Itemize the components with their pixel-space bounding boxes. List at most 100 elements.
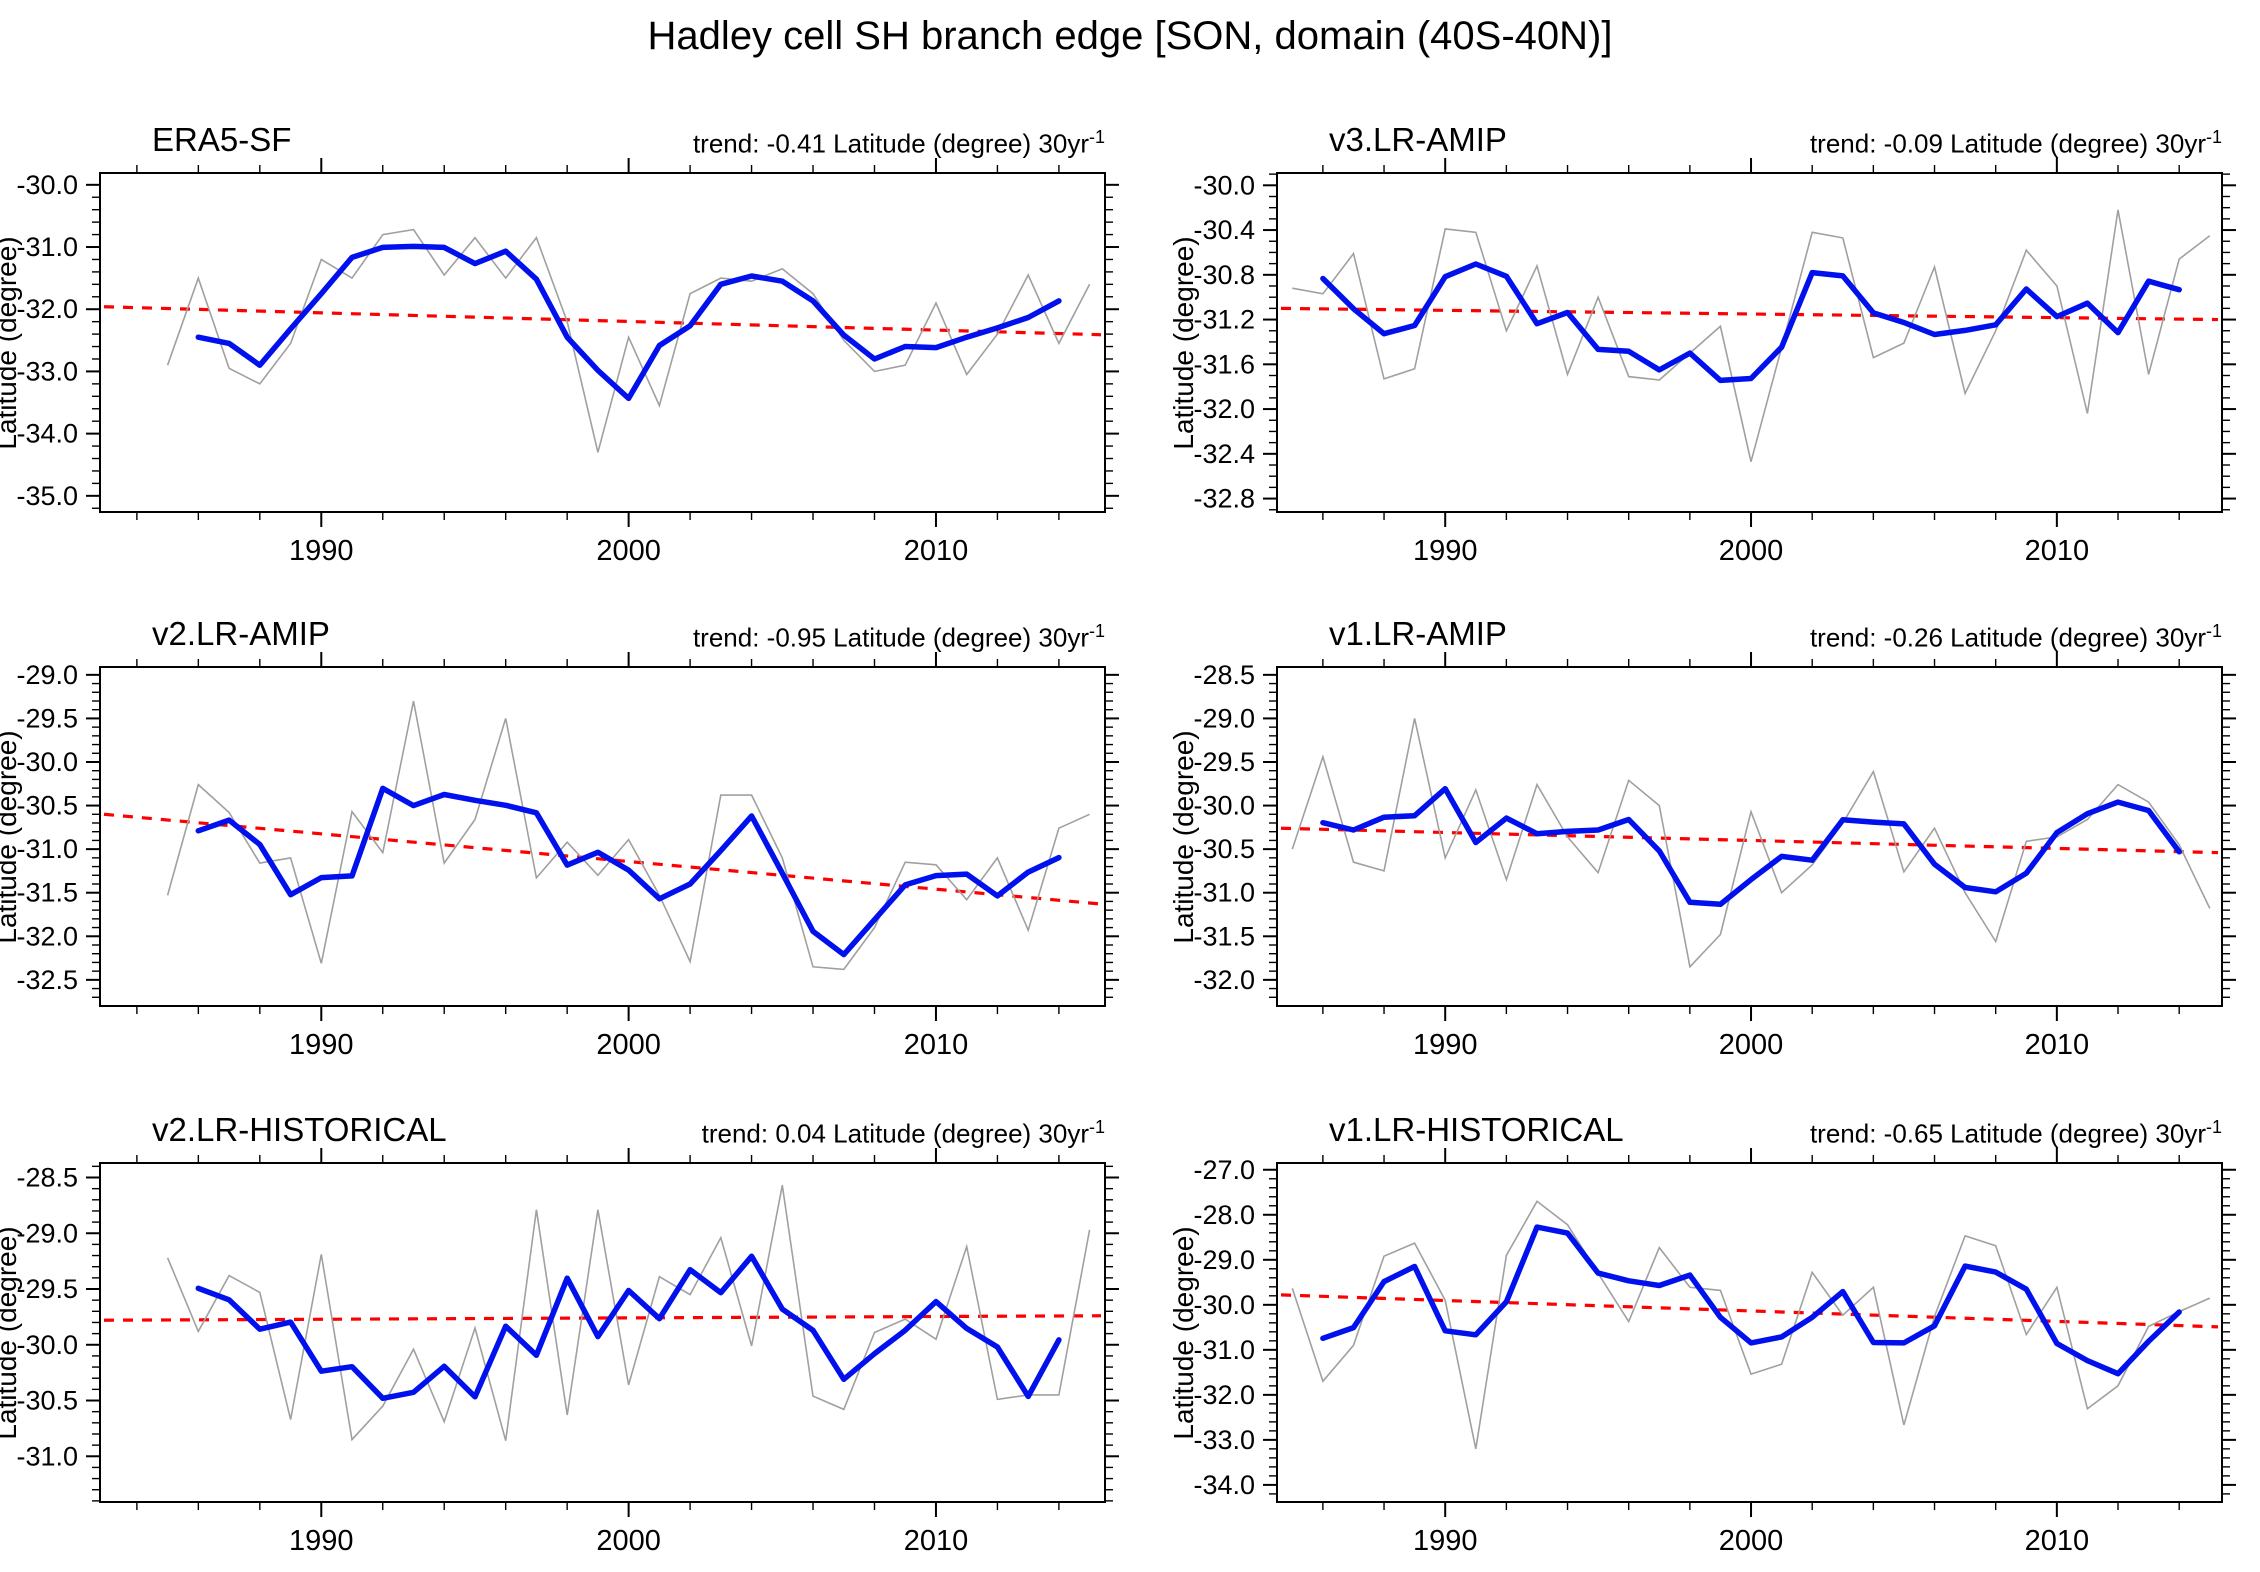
- svg-text:2000: 2000: [596, 1029, 661, 1061]
- panel-trend-era5-sf: trend: -0.41 Latitude (degree) 30yr-1: [692, 127, 1105, 159]
- panel-trend-v2-lr-historical: trend: 0.04 Latitude (degree) 30yr-1: [701, 1117, 1105, 1149]
- plot-area-v2-lr-historical: 1990 2000 2010 -28.5 -29.0 -29.5 -30.0 -30.5 -31…: [16, 1148, 1119, 1557]
- panel-trend-v3-lr-amip: trend: -0.09 Latitude (degree) 30yr-1: [1809, 127, 2222, 159]
- panel-ylabel-v1-lr-amip: Latitude (degree): [1168, 729, 1199, 944]
- panel-ylabel-v1-lr-historical: Latitude (degree): [1168, 1225, 1199, 1440]
- smoothed-series-v2-lr-amip: [195, 785, 1062, 958]
- svg-text:2000: 2000: [596, 535, 661, 567]
- panel-ylabel-v3-lr-amip: Latitude (degree): [1168, 235, 1199, 450]
- svg-text:2010: 2010: [904, 535, 969, 567]
- svg-text:1990: 1990: [1413, 535, 1478, 567]
- svg-text:-32.8: -32.8: [1193, 484, 1255, 514]
- svg-text:-32.0: -32.0: [16, 294, 78, 324]
- svg-text:2000: 2000: [1719, 1029, 1784, 1061]
- panel-title-v1-lr-historical: v1.LR-HISTORICAL: [1329, 1111, 1624, 1148]
- figure-title: Hadley cell SH branch edge [SON, domain …: [647, 14, 1613, 58]
- panel-title-era5-sf: ERA5-SF: [152, 121, 292, 158]
- trend-line-v2-lr-amip: [103, 812, 1102, 906]
- smoothed-series-v1-lr-historical: [1320, 1224, 2182, 1377]
- annual-series-v2-lr-amip: [166, 700, 1090, 971]
- svg-text:2010: 2010: [904, 1525, 969, 1557]
- svg-text:1990: 1990: [1413, 1525, 1478, 1557]
- svg-text:-34.0: -34.0: [16, 419, 78, 449]
- svg-text:-31.0: -31.0: [1193, 878, 1255, 908]
- trend-line-v1-lr-amip: [1280, 826, 2219, 855]
- svg-text:-30.0: -30.0: [16, 170, 78, 200]
- smoothed-series-v2-lr-historical: [195, 1253, 1062, 1402]
- svg-text:-30.0: -30.0: [1193, 791, 1255, 821]
- svg-text:2010: 2010: [2025, 1029, 2090, 1061]
- smoothed-series-era5-sf: [195, 243, 1062, 402]
- trend-line-v1-lr-historical: [1280, 1293, 2219, 1329]
- plot-area-v1-lr-historical: 1990 2000 2010 -27.0 -28.0 -29.0 -30.0 -31.0 -32…: [1193, 1148, 2236, 1557]
- annual-series-v1-lr-amip: [1291, 718, 2211, 969]
- panel-title-v1-lr-amip: v1.LR-AMIP: [1329, 615, 1507, 652]
- annual-series-era5-sf: [166, 228, 1091, 453]
- svg-text:-29.0: -29.0: [16, 660, 78, 690]
- svg-text:-29.0: -29.0: [1193, 1245, 1255, 1275]
- svg-text:-30.0: -30.0: [1193, 1290, 1255, 1320]
- svg-text:-32.5: -32.5: [16, 965, 78, 995]
- svg-text:-30.0: -30.0: [16, 747, 78, 777]
- annual-series-v1-lr-historical: [1291, 1200, 2211, 1450]
- svg-text:-32.0: -32.0: [1193, 394, 1255, 424]
- svg-text:-28.0: -28.0: [1193, 1200, 1255, 1230]
- svg-text:-33.0: -33.0: [16, 356, 78, 386]
- panel-ylabel-v2-lr-amip: Latitude (degree): [0, 729, 22, 944]
- panel-ylabel-v2-lr-historical: Latitude (degree): [0, 1225, 22, 1440]
- annual-series-v3-lr-amip: [1292, 209, 2211, 462]
- svg-text:-32.4: -32.4: [1193, 439, 1255, 469]
- plot-area-era5-sf: 1990 2000 2010 -30.0 -31.0 -32.0 -33.0 -34.0 -35…: [16, 158, 1119, 567]
- svg-text:-30.8: -30.8: [1193, 260, 1255, 290]
- svg-text:-32.0: -32.0: [1193, 965, 1255, 995]
- svg-text:-30.5: -30.5: [16, 1386, 78, 1416]
- svg-text:-32.0: -32.0: [1193, 1380, 1255, 1410]
- smoothed-series-v3-lr-amip: [1320, 261, 2182, 384]
- plot-area-v1-lr-amip: 1990 2000 2010 -28.5 -29.0 -29.5 -30.0 -30.5 -31…: [1193, 652, 2236, 1061]
- svg-text:-33.0: -33.0: [1193, 1425, 1255, 1455]
- plot-area-v3-lr-amip: 1990 2000 2010 -30.0 -30.4 -30.8 -31.2 -31.6 -32…: [1193, 158, 2236, 567]
- svg-text:-27.0: -27.0: [1193, 1155, 1255, 1185]
- svg-text:-30.4: -30.4: [1193, 215, 1255, 245]
- svg-text:-34.0: -34.0: [1193, 1470, 1255, 1500]
- svg-text:2000: 2000: [1719, 1525, 1784, 1557]
- panel-title-v2-lr-amip: v2.LR-AMIP: [152, 615, 330, 652]
- svg-text:2010: 2010: [904, 1029, 969, 1061]
- panel-trend-v1-lr-historical: trend: -0.65 Latitude (degree) 30yr-1: [1809, 1117, 2222, 1149]
- panel-title-v2-lr-historical: v2.LR-HISTORICAL: [152, 1111, 447, 1148]
- svg-text:-31.0: -31.0: [16, 834, 78, 864]
- annual-series-v2-lr-historical: [166, 1185, 1091, 1442]
- trend-line-v3-lr-amip: [1280, 306, 2219, 322]
- svg-text:-29.0: -29.0: [16, 1218, 78, 1248]
- svg-text:2000: 2000: [596, 1525, 661, 1557]
- svg-text:-29.5: -29.5: [16, 1274, 78, 1304]
- svg-text:1990: 1990: [1413, 1029, 1478, 1061]
- svg-text:-31.0: -31.0: [1193, 1335, 1255, 1365]
- svg-text:-31.2: -31.2: [1193, 305, 1255, 335]
- svg-text:2010: 2010: [2025, 535, 2090, 567]
- smoothed-series-v1-lr-amip: [1320, 785, 2182, 908]
- svg-text:-28.5: -28.5: [16, 1162, 78, 1192]
- plot-area-v2-lr-amip: 1990 2000 2010 -29.0 -29.5 -30.0 -30.5 -31.0 -31…: [16, 652, 1119, 1061]
- svg-text:-31.5: -31.5: [16, 878, 78, 908]
- svg-text:-31.5: -31.5: [1193, 921, 1255, 951]
- svg-text:-29.5: -29.5: [1193, 747, 1255, 777]
- svg-text:-35.0: -35.0: [16, 481, 78, 511]
- svg-text:-32.0: -32.0: [16, 921, 78, 951]
- panel-title-v3-lr-amip: v3.LR-AMIP: [1329, 121, 1507, 158]
- svg-text:1990: 1990: [289, 1029, 354, 1061]
- trend-line-era5-sf: [103, 305, 1102, 337]
- svg-text:1990: 1990: [289, 535, 354, 567]
- panel-ylabel-era5-sf: Latitude (degree): [0, 235, 22, 450]
- svg-text:2010: 2010: [2025, 1525, 2090, 1557]
- svg-text:-30.0: -30.0: [16, 1330, 78, 1360]
- panel-trend-v1-lr-amip: trend: -0.26 Latitude (degree) 30yr-1: [1809, 621, 2222, 653]
- trend-line-v2-lr-historical: [103, 1314, 1102, 1322]
- svg-text:-31.0: -31.0: [16, 232, 78, 262]
- svg-text:-30.5: -30.5: [1193, 834, 1255, 864]
- svg-text:-31.0: -31.0: [16, 1441, 78, 1471]
- svg-text:-30.0: -30.0: [1193, 170, 1255, 200]
- svg-text:2000: 2000: [1719, 535, 1784, 567]
